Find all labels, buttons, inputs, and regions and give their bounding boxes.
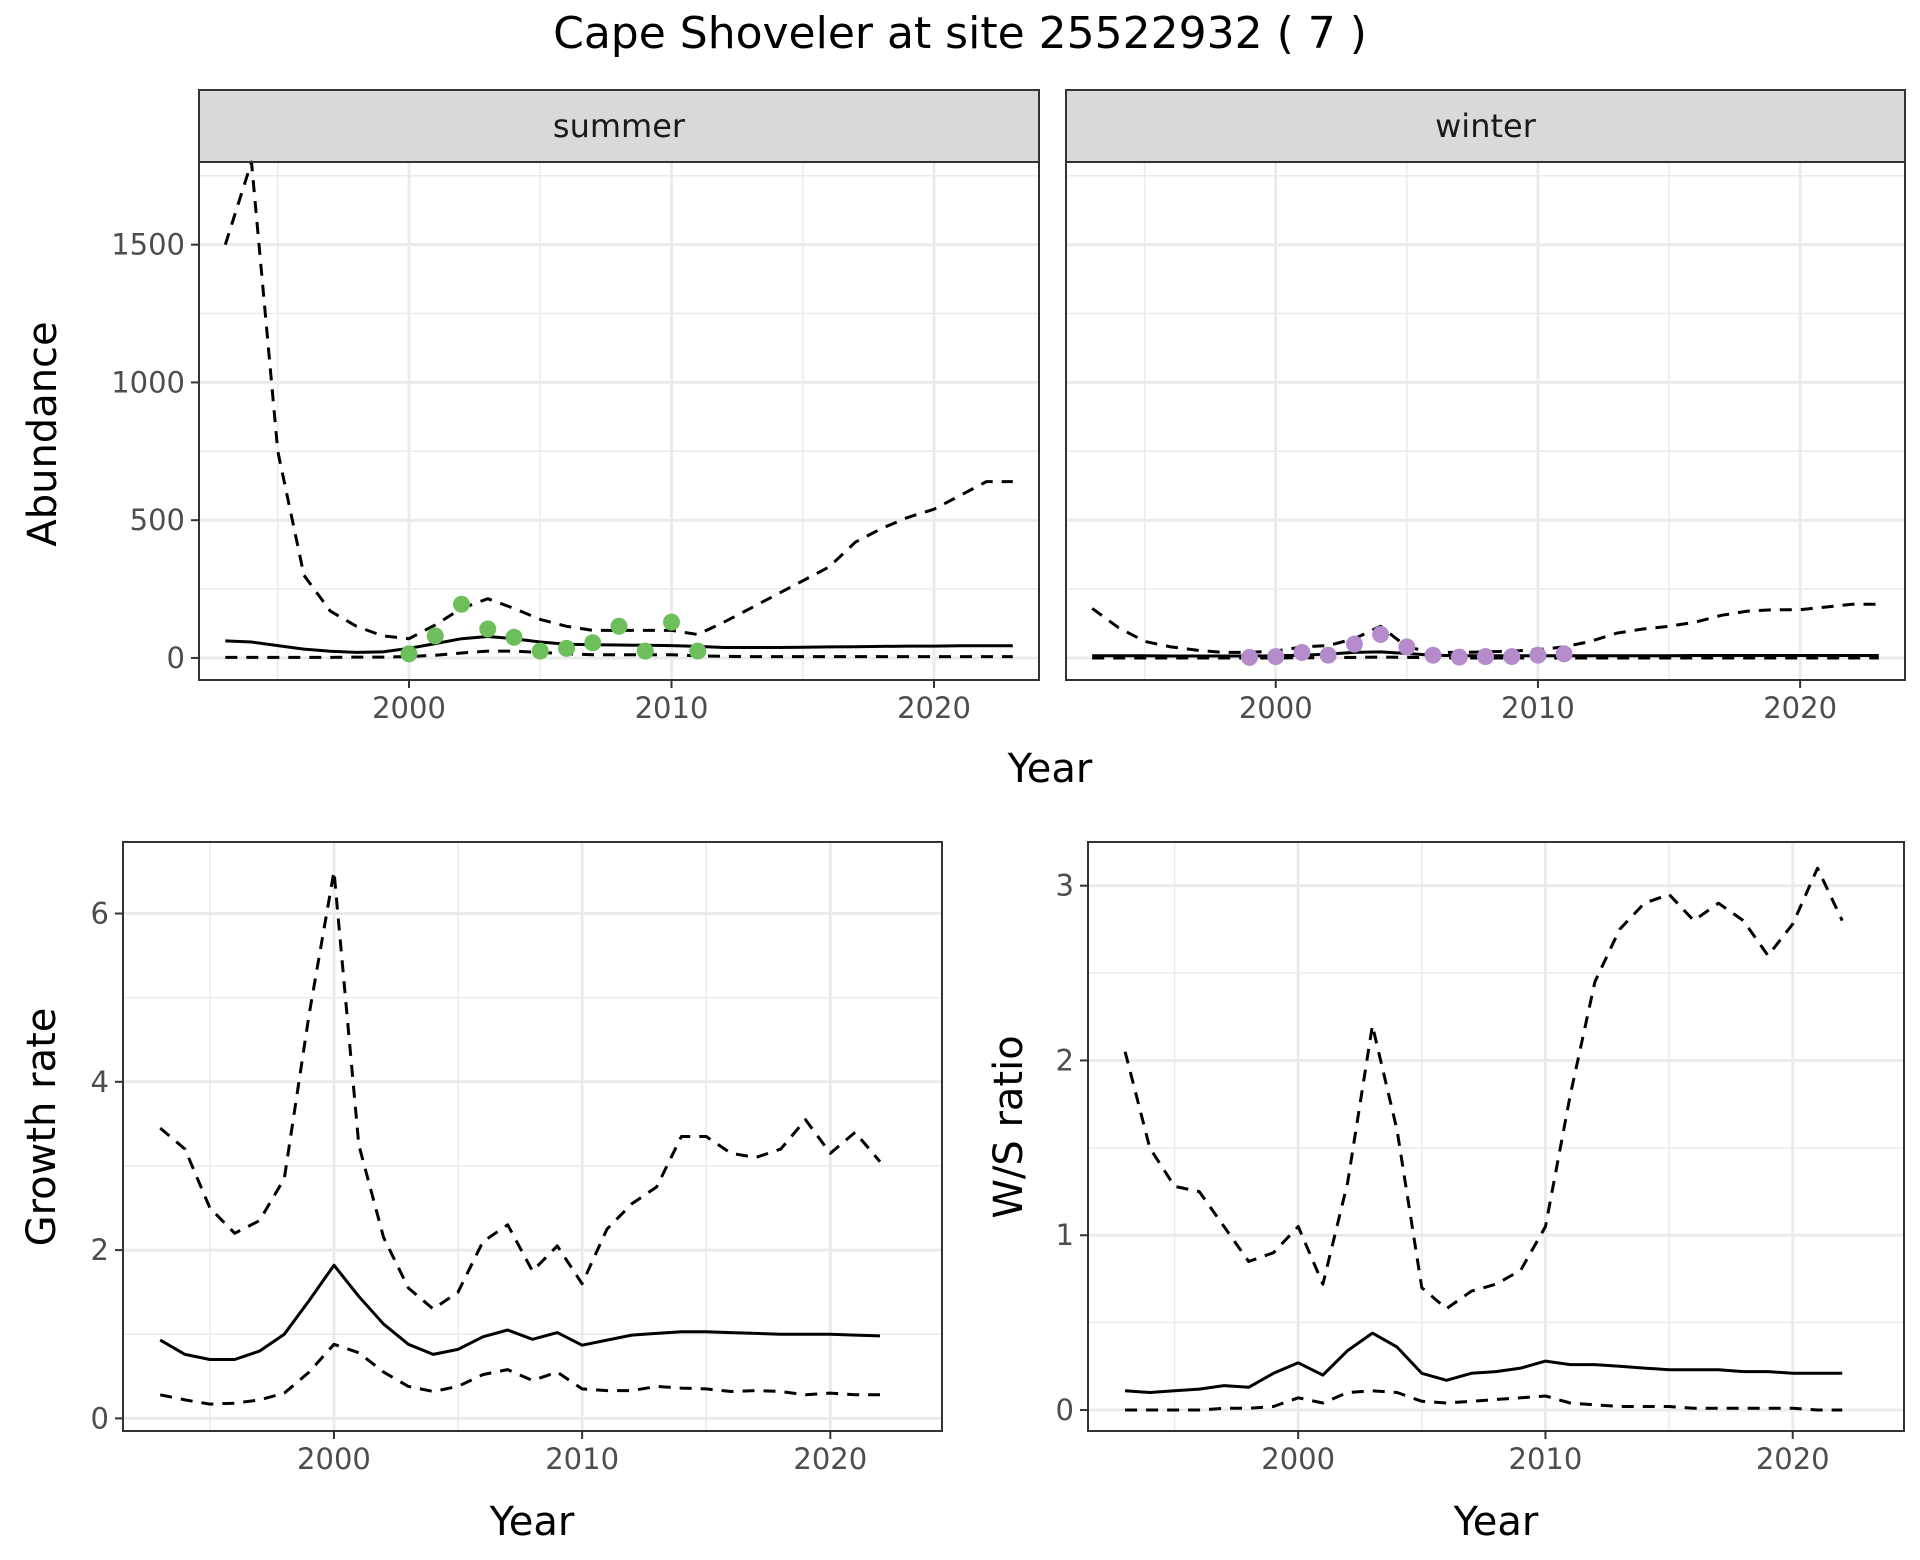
growth-x-axis-title: Year (489, 1499, 575, 1545)
ratio-y-tick-label: 3 (1056, 869, 1074, 903)
winter-strip-label: winter (1435, 107, 1537, 145)
ratio-x-tick-label: 2010 (1509, 1442, 1583, 1476)
top-x-axis-title: Year (1007, 746, 1093, 792)
ratio-y-tick-label: 0 (1056, 1393, 1074, 1427)
summer-point (426, 627, 444, 645)
winter-point (1267, 648, 1285, 666)
growth-upper-line (159, 869, 882, 1311)
panel-winter: winter 2000 2010 2020 (1065, 89, 1906, 725)
ratio-y-tick-label: 2 (1056, 1043, 1074, 1077)
summer-point (636, 642, 654, 660)
winter-point (1450, 648, 1468, 666)
summer-strip-label: summer (553, 107, 686, 145)
growth-y-tick-label: 4 (91, 1065, 109, 1099)
growth-y-tick-label: 2 (91, 1233, 109, 1267)
winter-point (1293, 643, 1311, 661)
winter-point (1503, 648, 1521, 666)
winter-point (1398, 638, 1416, 656)
summer-panel-border (198, 161, 1040, 681)
summer-strip (198, 89, 1040, 163)
summer-y-tick-label: 0 (167, 641, 185, 675)
ratio-upper-line (1123, 866, 1844, 1311)
ratio-lower-line (1125, 1389, 1843, 1412)
summer-point (689, 642, 707, 660)
summer-point (479, 620, 497, 638)
panel-growth: 2000 2010 2020 0 2 4 6 (91, 841, 943, 1476)
ratio-x-tick-label: 2000 (1261, 1442, 1335, 1476)
winter-lower-line (1092, 655, 1879, 660)
winter-point (1345, 635, 1363, 653)
summer-point (453, 595, 470, 613)
ratio-y-axis-title: W/S ratio (986, 1035, 1032, 1218)
growth-y-tick-label: 6 (91, 897, 109, 931)
summer-point (531, 642, 549, 660)
ratio-x-axis-title: Year (1453, 1499, 1539, 1545)
panel-ratio: 2000 2010 2020 0 1 2 3 (1056, 841, 1905, 1476)
ratio-x-tick-label: 2020 (1756, 1442, 1830, 1476)
winter-x-tick-label: 2020 (1763, 691, 1837, 725)
winter-point (1529, 646, 1547, 664)
winter-point (1319, 646, 1337, 664)
winter-panel-border (1065, 161, 1906, 681)
growth-x-tick-label: 2000 (297, 1442, 371, 1476)
ratio-estimate-line (1124, 1331, 1843, 1394)
ratio-panel-border (1087, 841, 1905, 1432)
winter-upper-line (1091, 602, 1879, 654)
top-y-axis-title: Abundance (20, 321, 66, 546)
summer-point (610, 617, 628, 635)
growth-y-tick-label: 0 (91, 1401, 109, 1435)
summer-x-tick-label: 2010 (635, 691, 709, 725)
summer-point (558, 639, 575, 657)
growth-x-tick-label: 2010 (545, 1442, 619, 1476)
winter-point (1372, 626, 1390, 644)
growth-panel-border (122, 841, 943, 1432)
winter-x-tick-label: 2000 (1239, 691, 1313, 725)
summer-point (400, 645, 418, 663)
summer-x-tick-label: 2020 (897, 691, 971, 725)
panel-summer: summer 2000 2010 2020 0 500 1000 1500 (111, 89, 1040, 725)
growth-y-axis-title: Growth rate (19, 1008, 65, 1247)
ratio-y-tick-label: 1 (1056, 1218, 1074, 1252)
winter-point (1555, 645, 1573, 663)
growth-x-tick-label: 2020 (793, 1442, 867, 1476)
winter-point (1424, 646, 1442, 664)
summer-y-tick-label: 500 (130, 503, 185, 537)
summer-point (663, 613, 680, 631)
winter-x-tick-label: 2010 (1501, 691, 1575, 725)
summer-x-tick-label: 2000 (372, 691, 446, 725)
winter-point (1241, 648, 1259, 666)
summer-estimate-line (225, 635, 1013, 654)
summer-upper-line (223, 160, 1013, 641)
summer-y-tick-label: 1000 (111, 365, 185, 399)
chart-title: Cape Shoveler at site 25522932 ( 7 ) (553, 8, 1367, 59)
summer-lower-line (225, 649, 1013, 659)
summer-y-tick-label: 1500 (111, 228, 185, 262)
growth-estimate-line (159, 1263, 881, 1361)
summer-point (584, 634, 602, 652)
winter-point (1477, 648, 1494, 666)
growth-lower-line (159, 1342, 880, 1406)
summer-point (505, 628, 523, 646)
